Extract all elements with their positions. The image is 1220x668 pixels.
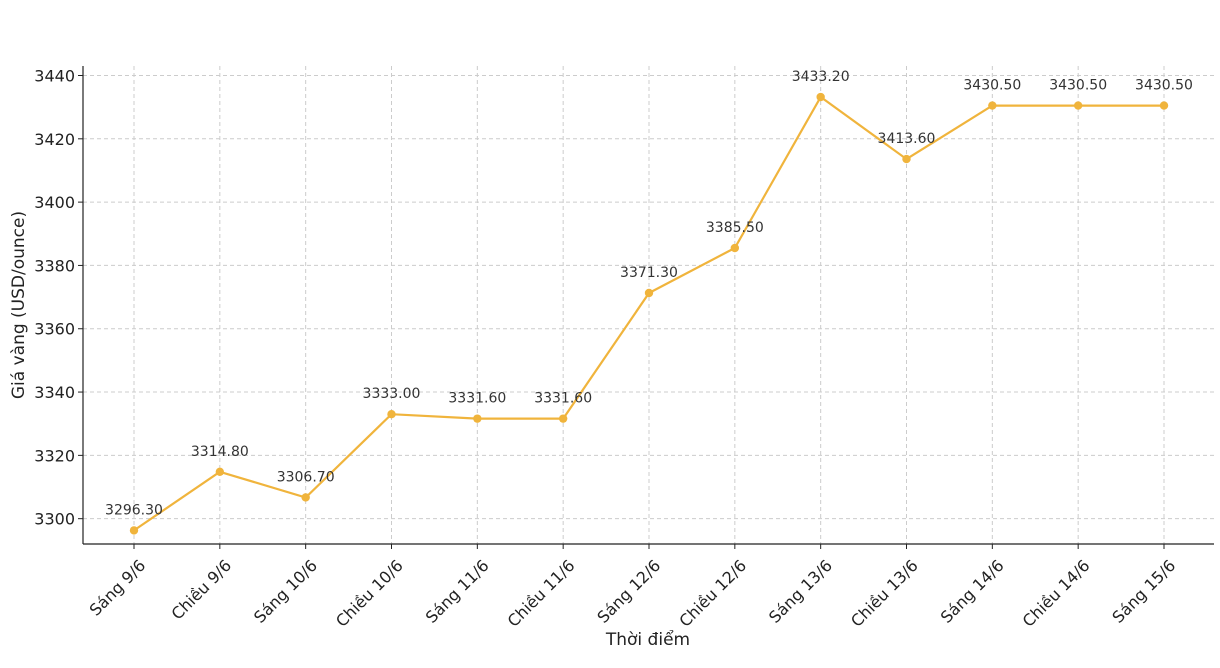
y-tick-label: 3340 [34, 383, 75, 402]
data-label: 3413.60 [878, 131, 936, 147]
x-tick-label: Sáng 9/6 [86, 556, 150, 620]
data-label: 3430.50 [1135, 78, 1193, 94]
data-label: 3331.60 [448, 391, 506, 407]
x-tick-label: Chiều 13/6 [847, 556, 922, 631]
x-tick-label: Sáng 11/6 [422, 556, 493, 627]
data-point [473, 414, 482, 423]
data-labels: 3296.30 3314.80 3306.70 3333.00 3331.60 3331.… [105, 69, 1193, 518]
x-axis-ticks: Sáng 9/6 Chiều 9/6 Sáng 10/6 Chiều 10/6 Sáng… [86, 544, 1179, 631]
x-tick-label: Sáng 10/6 [250, 556, 321, 627]
y-tick-label: 3300 [34, 510, 75, 529]
x-tick-label: Chiều 14/6 [1019, 556, 1094, 631]
y-axis-ticks: 3300 3320 3340 3360 3380 3400 3420 3440 [34, 66, 83, 529]
data-point [644, 288, 654, 298]
data-label: 3430.50 [1049, 78, 1107, 94]
data-point [301, 493, 310, 502]
data-label: 3306.70 [277, 469, 335, 485]
x-axis-title: Thời điểm [605, 629, 690, 650]
x-tick-label: Sáng 14/6 [937, 556, 1008, 627]
data-label: 3333.00 [363, 386, 421, 402]
data-point [1159, 101, 1169, 110]
data-points [129, 92, 1169, 535]
data-label: 3371.30 [620, 265, 678, 281]
data-point [558, 414, 568, 423]
y-tick-label: 3420 [34, 130, 75, 149]
data-label: 3430.50 [963, 78, 1021, 94]
data-point [1073, 101, 1083, 110]
data-point [215, 467, 225, 477]
y-tick-label: 3360 [34, 320, 75, 339]
y-tick-label: 3380 [34, 256, 75, 275]
data-point [129, 526, 139, 535]
data-point [816, 92, 825, 102]
x-tick-label: Sáng 12/6 [593, 556, 664, 627]
data-point [902, 154, 911, 164]
y-tick-label: 3400 [34, 193, 75, 212]
data-point [387, 410, 396, 419]
data-label: 3314.80 [191, 444, 249, 460]
data-label: 3331.60 [534, 391, 592, 407]
data-point [730, 243, 740, 253]
y-tick-label: 3320 [34, 446, 75, 465]
data-label: 3296.30 [105, 502, 163, 518]
data-label: 3385.50 [706, 220, 764, 236]
x-tick-label: Chiều 12/6 [675, 556, 750, 631]
x-tick-label: Sáng 15/6 [1108, 556, 1179, 627]
y-tick-label: 3440 [34, 66, 75, 85]
data-label: 3433.20 [792, 69, 850, 85]
x-tick-label: Chiều 9/6 [168, 556, 236, 624]
x-tick-label: Chiều 11/6 [504, 556, 579, 631]
y-axis-title: Giá vàng (USD/ounce) [9, 211, 29, 399]
vertical-grid [133, 66, 1165, 544]
x-tick-label: Sáng 13/6 [765, 556, 836, 627]
x-tick-label: Chiều 10/6 [332, 556, 407, 631]
data-point [988, 101, 997, 110]
